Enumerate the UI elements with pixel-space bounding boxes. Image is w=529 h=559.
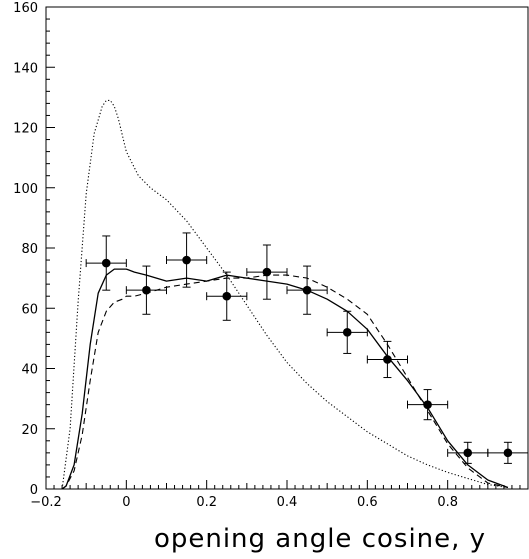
y-tick-label: 80 <box>21 242 38 257</box>
solid-curve <box>61 268 509 490</box>
x-tick-label: 0.8 <box>437 495 458 510</box>
y-tick-label: 60 <box>21 302 38 317</box>
y-tick-label: 100 <box>13 182 38 197</box>
data-point <box>503 448 513 458</box>
model-curves <box>61 99 509 490</box>
data-point <box>463 448 473 458</box>
y-tick-label: 20 <box>21 423 38 438</box>
y-tick-label: 40 <box>21 363 38 378</box>
data-point <box>383 355 392 364</box>
x-axis-title: opening angle cosine, y <box>154 524 486 554</box>
dashed-curve <box>61 274 509 490</box>
data-point <box>423 400 432 409</box>
data-point <box>182 255 191 265</box>
y-tick-label: 140 <box>13 61 38 76</box>
data-point <box>222 291 232 301</box>
x-tick-label: −0.2 <box>30 495 62 510</box>
axis-ticks <box>45 6 529 490</box>
data-point <box>262 267 272 277</box>
data-point <box>101 258 111 268</box>
dotted-curve <box>61 99 508 490</box>
data-point <box>302 285 312 295</box>
data-points <box>85 232 529 464</box>
plot-frame <box>45 6 529 490</box>
y-tick-label: 160 <box>13 1 38 16</box>
y-tick-label: 0 <box>30 483 38 498</box>
x-tick-label: 0.2 <box>196 495 217 510</box>
x-tick-label: 0 <box>122 495 130 510</box>
x-tick-label: 0.4 <box>277 495 298 510</box>
data-point <box>142 285 151 295</box>
y-tick-label: 120 <box>13 122 38 137</box>
data-point <box>342 328 352 337</box>
x-tick-label: 0.6 <box>357 495 378 510</box>
